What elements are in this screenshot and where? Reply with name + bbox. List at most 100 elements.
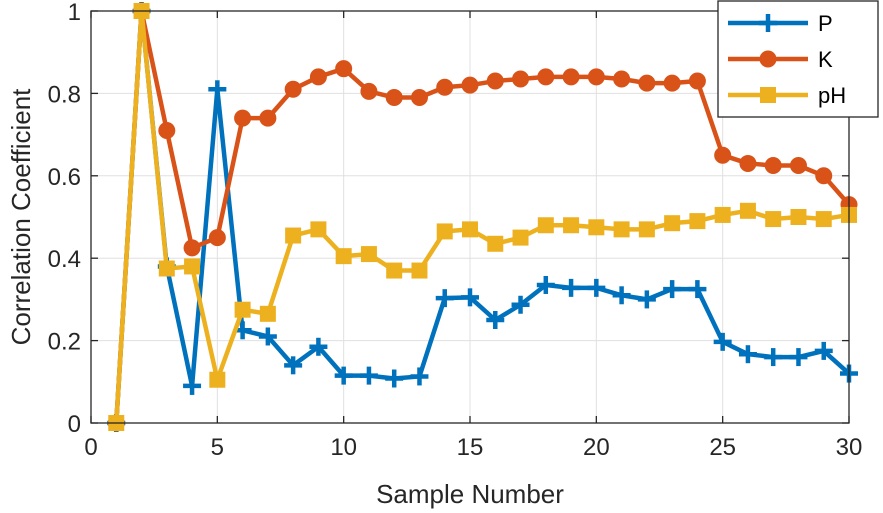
data-point-p bbox=[208, 80, 227, 99]
data-point-p bbox=[536, 275, 555, 294]
data-point-p bbox=[637, 290, 656, 309]
data-point-ph bbox=[436, 223, 453, 240]
data-point-ph bbox=[234, 301, 251, 318]
data-point-ph bbox=[184, 258, 201, 275]
data-point-ph bbox=[790, 209, 807, 225]
data-point-k bbox=[688, 72, 706, 90]
series-k bbox=[107, 2, 858, 432]
legend-label: P bbox=[818, 11, 833, 36]
data-point-p bbox=[486, 311, 505, 329]
data-point-k bbox=[486, 72, 504, 90]
data-point-p bbox=[410, 367, 429, 386]
x-tick-label: 15 bbox=[457, 434, 484, 461]
y-tick-label: 0.2 bbox=[48, 329, 81, 356]
data-point-ph bbox=[613, 221, 630, 238]
data-point-p bbox=[789, 348, 808, 367]
data-point-p bbox=[764, 348, 783, 367]
data-point-ph bbox=[512, 229, 529, 246]
legend-label: K bbox=[818, 47, 833, 72]
data-point-ph bbox=[386, 262, 403, 279]
legend-entry-p: P bbox=[728, 11, 833, 36]
axis-ticks: 0 5 10 15 20 25 30 0 0.2 0.4 0.6 0.8 1 bbox=[48, 0, 863, 461]
data-point-p bbox=[258, 327, 277, 346]
data-point-k bbox=[284, 80, 302, 98]
data-point-ph bbox=[209, 371, 226, 388]
legend-marker bbox=[759, 50, 777, 68]
data-point-ph bbox=[563, 217, 580, 234]
data-point-ph bbox=[664, 215, 681, 232]
y-axis-label: Correlation Coefficient bbox=[6, 88, 36, 346]
data-point-p bbox=[309, 337, 328, 356]
y-tick-label: 0.6 bbox=[48, 164, 81, 191]
data-point-k bbox=[234, 109, 252, 127]
data-point-k bbox=[764, 157, 782, 174]
x-tick-label: 20 bbox=[583, 434, 610, 461]
data-point-k bbox=[385, 89, 403, 107]
y-tick-label: 1 bbox=[68, 0, 81, 26]
data-point-k bbox=[638, 74, 656, 92]
data-point-ph bbox=[487, 235, 504, 252]
data-point-k bbox=[436, 78, 454, 96]
data-point-k bbox=[714, 146, 732, 164]
data-point-k bbox=[739, 154, 757, 172]
data-point-ph bbox=[638, 221, 655, 238]
legend-marker bbox=[760, 87, 776, 103]
data-point-ph bbox=[689, 213, 706, 230]
legend-label: pH bbox=[818, 83, 846, 108]
data-point-p bbox=[562, 278, 581, 297]
data-point-ph bbox=[285, 227, 302, 244]
data-point-ph bbox=[411, 262, 428, 279]
data-point-p bbox=[284, 356, 303, 375]
data-point-k bbox=[461, 76, 479, 94]
data-point-ph bbox=[765, 211, 782, 228]
data-point-p bbox=[688, 280, 707, 299]
data-point-ph bbox=[360, 246, 377, 263]
legend-marker bbox=[759, 14, 777, 32]
data-point-p bbox=[713, 332, 732, 351]
series-p bbox=[107, 2, 858, 432]
data-point-ph bbox=[462, 221, 478, 238]
y-tick-label: 0.4 bbox=[48, 246, 81, 273]
data-point-k bbox=[587, 68, 605, 86]
data-point-p bbox=[814, 341, 833, 360]
data-point-ph bbox=[259, 305, 276, 322]
series-ph bbox=[108, 3, 857, 431]
data-point-p bbox=[334, 366, 353, 385]
data-point-k bbox=[360, 82, 378, 100]
data-point-p bbox=[612, 286, 631, 305]
x-tick-label: 10 bbox=[330, 434, 357, 461]
data-point-k bbox=[537, 68, 555, 86]
data-point-k bbox=[789, 157, 807, 174]
data-point-k bbox=[158, 121, 176, 139]
data-point-k bbox=[663, 74, 681, 92]
data-point-ph bbox=[714, 206, 731, 223]
x-tick-label: 5 bbox=[211, 434, 224, 461]
data-point-p bbox=[587, 278, 606, 297]
data-point-k bbox=[183, 239, 201, 257]
data-point-p bbox=[385, 369, 404, 388]
data-point-k bbox=[562, 68, 580, 86]
data-point-ph bbox=[335, 248, 352, 265]
data-point-ph bbox=[158, 260, 175, 277]
data-point-p bbox=[511, 295, 530, 314]
data-point-k bbox=[613, 70, 631, 88]
series-layer bbox=[107, 2, 858, 432]
data-point-p bbox=[183, 376, 202, 395]
data-point-k bbox=[512, 70, 530, 88]
x-tick-label: 0 bbox=[84, 434, 97, 461]
x-tick-label: 30 bbox=[836, 434, 863, 461]
data-point-p bbox=[461, 288, 479, 307]
data-point-k bbox=[410, 89, 428, 107]
data-point-ph bbox=[588, 219, 605, 236]
data-point-ph bbox=[815, 211, 832, 228]
y-tick-label: 0 bbox=[68, 411, 81, 438]
data-point-k bbox=[309, 68, 327, 86]
data-point-p bbox=[663, 280, 682, 299]
data-point-k bbox=[208, 229, 226, 247]
y-tick-label: 0.8 bbox=[48, 81, 81, 108]
data-point-ph bbox=[537, 217, 554, 234]
data-point-ph bbox=[739, 202, 756, 219]
x-tick-label: 25 bbox=[709, 434, 736, 461]
